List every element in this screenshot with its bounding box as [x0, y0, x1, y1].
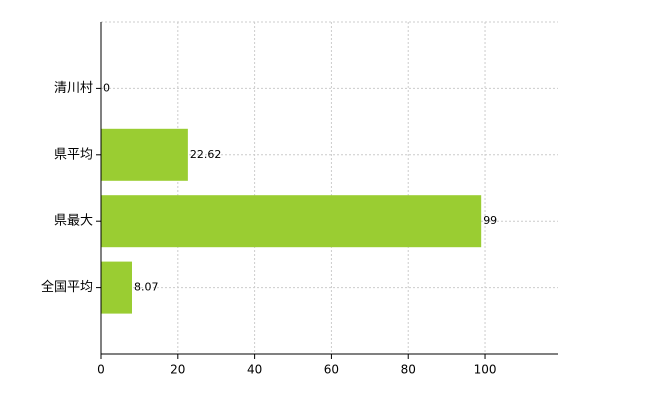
bar: [101, 195, 482, 248]
value-label: 8.07: [134, 281, 159, 294]
value-label: 0: [103, 81, 110, 94]
x-tick-label: 80: [401, 363, 416, 377]
x-tick-label: 60: [324, 363, 339, 377]
x-tick-label: 100: [474, 363, 497, 377]
y-tick-label: 清川村: [54, 81, 93, 96]
value-label: 22.62: [190, 148, 222, 161]
x-tick-label: 20: [170, 363, 185, 377]
bar: [101, 261, 132, 314]
bar: [101, 128, 188, 181]
y-tick-label: 県平均: [54, 147, 93, 162]
x-tick-label: 0: [97, 363, 105, 377]
value-label: 99: [483, 214, 497, 227]
y-tick-label: 県最大: [54, 214, 93, 229]
y-tick-label: 全国平均: [41, 279, 93, 295]
x-tick-label: 40: [247, 363, 262, 377]
